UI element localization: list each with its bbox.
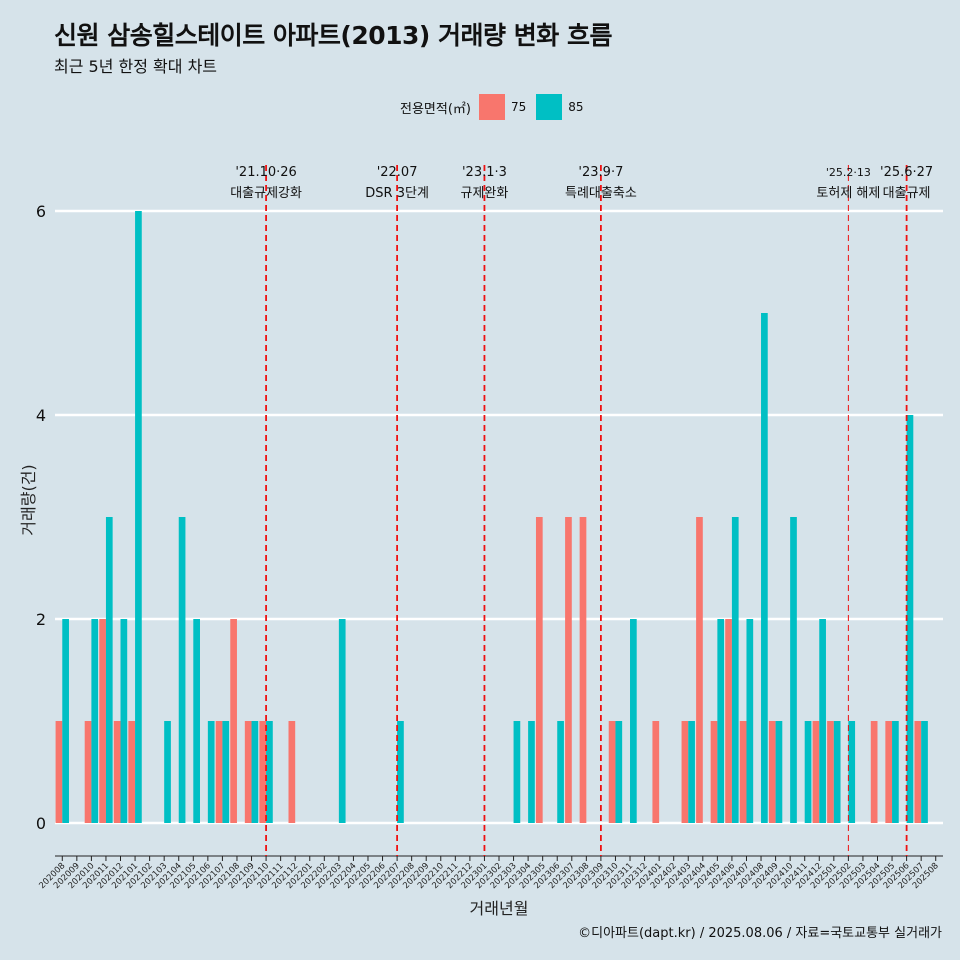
y-tick-label: 2: [36, 610, 46, 629]
bar-75-202109: [244, 721, 252, 823]
y-axis-title: 거래량(건): [19, 464, 38, 535]
bar-85-202010: [91, 619, 99, 823]
bar-85-202505: [892, 721, 899, 823]
bar-85-202107: [222, 721, 230, 823]
bar-75-202010: [84, 721, 92, 823]
bar-85-202203: [338, 619, 346, 823]
bar-75-202406: [725, 619, 732, 823]
legend-label-75: 75: [510, 100, 527, 114]
bar-75-202310: [608, 721, 616, 823]
event-date-202110: '21.10·26: [235, 165, 296, 180]
bar-85-202506: [906, 415, 914, 823]
bar-75-202501: [827, 721, 834, 823]
event-date-202502: '25.2·13: [826, 166, 871, 179]
bar-85-202502: [848, 721, 856, 823]
bar-85-202403: [688, 721, 695, 823]
bar-85-202103: [164, 721, 171, 823]
y-tick-label: 6: [36, 202, 46, 221]
bar-85-202106: [207, 721, 215, 823]
bar-85-202501: [833, 721, 841, 823]
bar-85-202408: [761, 313, 768, 823]
bar-75-202401: [652, 721, 660, 823]
event-label-202207: DSR 3단계: [365, 186, 429, 201]
bar-75-202307: [565, 517, 572, 823]
bar-85-202011: [105, 517, 113, 823]
bar-75-202008: [55, 721, 63, 823]
bar-75-202107: [215, 721, 223, 823]
bar-85-202409: [775, 721, 783, 823]
event-label-202301: 규제완화: [461, 186, 509, 201]
bar-85-202110: [266, 721, 273, 823]
x-axis-title: 거래년월: [470, 899, 529, 918]
bar-75-202110: [259, 721, 267, 823]
bar-85-202311: [630, 619, 637, 823]
bar-75-202308: [579, 517, 587, 823]
bar-85-202406: [731, 517, 739, 823]
bar-85-202310: [615, 721, 623, 823]
event-date-202301: '23.1·3: [462, 165, 507, 180]
bar-85-202410: [790, 517, 797, 823]
bar-85-202304: [528, 721, 535, 823]
bar-75-202404: [696, 517, 703, 823]
chart-title: 신원 삼송힐스테이트 아파트(2013) 거래량 변화 흐름: [54, 21, 612, 50]
bar-75-202112: [288, 721, 296, 823]
bar-85-202105: [193, 619, 200, 823]
event-label-202506: 대출규제: [883, 186, 931, 201]
y-tick-label: 0: [36, 814, 46, 833]
bar-85-202405: [717, 619, 725, 823]
bar-85-202101: [135, 211, 142, 823]
event-label-202502: 토허제 해제: [816, 186, 880, 201]
bar-75-202412: [812, 721, 820, 823]
bar-75-202407: [739, 721, 747, 823]
legend: 전용면적(㎡) 75 85: [400, 93, 594, 121]
bar-85-202411: [804, 721, 812, 823]
bar-75-202507: [914, 721, 922, 823]
bar-85-202507: [921, 721, 928, 823]
legend-swatch-85: [536, 94, 563, 120]
bar-75-202403: [681, 721, 689, 823]
bar-75-202012: [113, 721, 121, 823]
event-date-202309: '23.9·7: [578, 165, 623, 180]
legend-swatch-75: [478, 94, 505, 120]
bar-85-202012: [120, 619, 128, 823]
event-label-202110: 대출규제강화: [230, 186, 302, 201]
bar-85-202109: [251, 721, 259, 823]
bar-75-202011: [99, 619, 106, 823]
event-label-202309: 특례대출축소: [565, 186, 637, 201]
source-caption: ©디아파트(dapt.kr) / 2025.08.06 / 자료=국토교통부 실…: [578, 926, 942, 941]
event-date-202506: '25.6·27: [880, 165, 933, 180]
bar-75-202101: [128, 721, 136, 823]
bar-85-202104: [178, 517, 186, 823]
bar-85-202412: [819, 619, 826, 823]
bar-75-202305: [535, 517, 543, 823]
event-date-202207: '22.07: [377, 165, 418, 180]
bar-75-202405: [710, 721, 718, 823]
bar-75-202108: [230, 619, 237, 823]
bar-75-202409: [768, 721, 776, 823]
bar-75-202504: [870, 721, 878, 823]
legend-title: 전용면적(㎡): [400, 101, 471, 117]
bar-85-202407: [746, 619, 754, 823]
legend-label-85: 85: [568, 100, 584, 114]
bar-75-202505: [885, 721, 893, 823]
bar-85-202306: [557, 721, 564, 823]
bar-85-202207: [397, 721, 404, 823]
chart-subtitle: 최근 5년 한정 확대 차트: [54, 57, 218, 76]
bar-85-202008: [62, 619, 69, 823]
y-tick-label: 4: [36, 406, 46, 425]
bar-85-202303: [513, 721, 521, 823]
